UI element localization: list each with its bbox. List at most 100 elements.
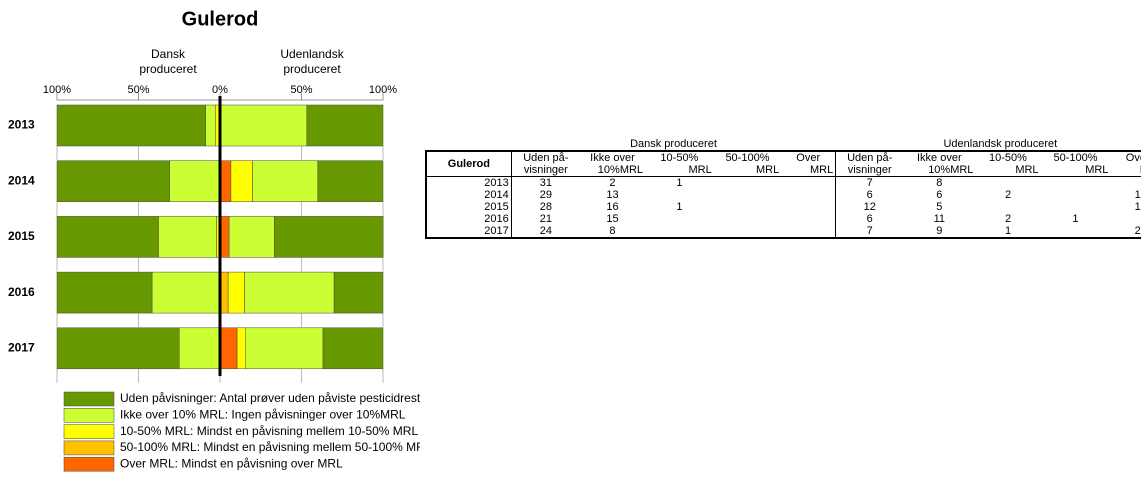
legend-swatch <box>63 391 115 407</box>
cell: 1 <box>1134 189 1141 201</box>
y-tick-label: 2014 <box>8 173 35 187</box>
bar-segment <box>219 327 238 370</box>
cell: 8 <box>579 225 646 239</box>
cell: 2 <box>1110 225 1141 239</box>
bar-segment <box>151 271 221 314</box>
cell <box>1040 225 1111 239</box>
bar-segment <box>56 216 159 258</box>
bar-segment <box>245 327 324 370</box>
cell: 31 <box>510 176 580 189</box>
cell <box>645 225 714 239</box>
legend-label: Uden påvisninger: Antal prøver uden påvi… <box>120 391 420 405</box>
x-tick-label: 50% <box>290 84 312 96</box>
chart-title: Gulerod <box>182 8 259 30</box>
cell <box>645 189 714 201</box>
cell <box>975 177 1040 190</box>
column-header: MRL <box>713 164 782 177</box>
cell: 11 <box>933 213 946 225</box>
cell <box>1110 213 1141 225</box>
column-header: 10-50% <box>975 150 1041 164</box>
legend-label: 10-50% MRL: Mindst en påvisning mellem 1… <box>120 424 418 438</box>
cell <box>781 177 836 190</box>
cell: 2 <box>1004 213 1012 225</box>
bar-segment <box>179 327 221 370</box>
cell <box>975 201 1040 213</box>
bar-segment <box>169 160 221 202</box>
row-header: 2017 <box>424 225 512 239</box>
column-header: Over <box>1110 150 1141 164</box>
cell: 15 <box>606 213 619 225</box>
cell: 7 <box>835 225 904 239</box>
x-tick-label: 0% <box>212 84 228 96</box>
column-header: 10-50% <box>645 150 714 164</box>
bar-segment <box>228 216 275 258</box>
cell <box>645 213 714 225</box>
column-header: MRL <box>1040 164 1111 177</box>
column-header: 50-100% <box>1040 150 1111 164</box>
cell <box>781 201 836 213</box>
cell <box>714 177 781 190</box>
legend-label: Ikke over 10% MRL: Ingen påvisninger ove… <box>120 407 406 421</box>
cell: 8 <box>936 177 943 189</box>
cell: 1 <box>1072 213 1079 225</box>
cell <box>781 213 836 225</box>
cell <box>714 189 781 201</box>
cell: 12 <box>835 201 904 213</box>
column-header: 10%MRL <box>579 164 646 177</box>
corner-header: Gulerod <box>424 150 512 177</box>
bar-segment <box>227 271 245 314</box>
legend-label: Over MRL: Mindst en påvisning over MRL <box>120 456 343 470</box>
column-header: MRL <box>645 164 714 177</box>
cell: 2 <box>609 177 616 189</box>
cell <box>1041 189 1111 201</box>
cell <box>781 189 836 201</box>
row-header: 2016 <box>424 213 512 225</box>
cell <box>1041 177 1111 190</box>
cell: 1 <box>676 201 683 213</box>
bar-segment <box>322 327 384 370</box>
bar-segment <box>236 327 247 370</box>
cell: 6 <box>835 213 904 225</box>
legend-label: 50-100% MRL: Mindst en påvisning mellem … <box>120 440 420 454</box>
side-label: produceret <box>283 62 341 76</box>
x-tick-label: 100% <box>43 84 71 96</box>
column-header: MRL <box>781 164 836 177</box>
cell <box>1110 177 1141 190</box>
bar-segment <box>56 104 206 147</box>
side-label: produceret <box>139 62 197 76</box>
cell: 24 <box>510 225 580 239</box>
bar-segment <box>244 271 335 314</box>
column-header: Uden på- <box>835 150 904 164</box>
row-header: 2015 <box>424 201 512 213</box>
cell: 28 <box>510 201 580 213</box>
cell <box>713 225 782 239</box>
bar-segment <box>252 160 319 202</box>
cell: 13 <box>606 189 619 201</box>
legend-swatch <box>63 408 115 423</box>
legend-swatch <box>63 456 115 472</box>
data-table: Dansk produceret Udenlandsk produceret Gul… <box>424 138 1141 239</box>
cell: 5 <box>936 201 943 213</box>
y-tick-label: 2017 <box>8 340 35 354</box>
cell: 29 <box>510 189 580 201</box>
column-header: 10%MRL <box>903 164 976 177</box>
cell: 7 <box>835 176 904 189</box>
row-header: 2014 <box>424 189 512 201</box>
cell <box>714 201 781 213</box>
x-tick-label: 50% <box>127 84 149 96</box>
bar-segment <box>317 160 384 202</box>
cell: 1 <box>676 177 683 189</box>
bar-segment <box>56 160 170 202</box>
cell <box>781 225 836 239</box>
cell <box>714 213 781 225</box>
cell <box>1041 201 1111 213</box>
column-header: 50-100% <box>713 150 782 164</box>
cell: 6 <box>936 189 943 201</box>
side-label: Udenlandsk <box>280 47 344 61</box>
cell: 1 <box>975 225 1041 239</box>
row-header: 2013 <box>424 176 512 189</box>
y-tick-label: 2013 <box>8 118 35 132</box>
column-header: Uden på- <box>510 150 580 164</box>
column-header: Ikke over <box>579 150 646 164</box>
